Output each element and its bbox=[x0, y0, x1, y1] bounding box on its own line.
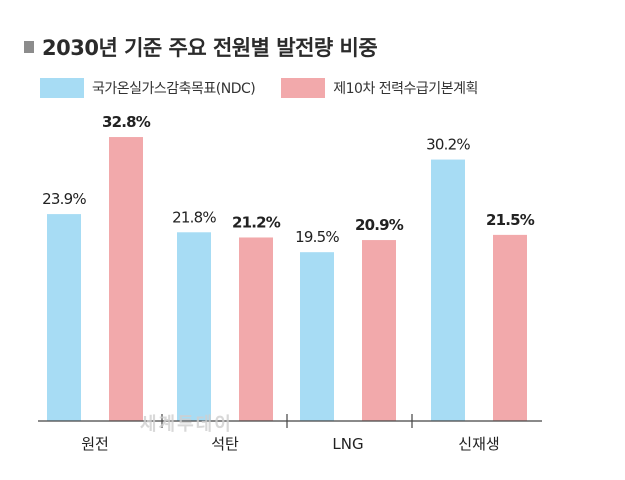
data-label-plan10-0: 32.8% bbox=[102, 113, 151, 131]
x-tick-label-1: 석탄 bbox=[211, 435, 239, 453]
watermark: 세계투데이 bbox=[140, 414, 233, 435]
bar-ndc-2 bbox=[300, 252, 334, 421]
data-label-ndc-1: 21.8% bbox=[172, 208, 216, 226]
title-marker bbox=[24, 41, 34, 53]
bar-plan10-3 bbox=[493, 234, 527, 421]
chart-title: 2030년 기준 주요 전원별 발전량 비중 bbox=[24, 32, 378, 62]
x-tick-label-3: 신재생 bbox=[458, 435, 499, 453]
legend-label-plan10: 제10차 전력수급기본계획 bbox=[333, 81, 478, 97]
data-label-ndc-2: 19.5% bbox=[295, 228, 339, 246]
data-label-ndc-3: 30.2% bbox=[426, 136, 470, 154]
chart-title-text: 2030년 기준 주요 전원별 발전량 비중 bbox=[42, 36, 378, 60]
bar-plan10-0 bbox=[109, 137, 143, 421]
bar-ndc-0 bbox=[47, 214, 81, 421]
data-label-ndc-0: 23.9% bbox=[42, 190, 86, 208]
legend-swatch-plan10 bbox=[281, 78, 326, 98]
bar-ndc-3 bbox=[431, 159, 465, 421]
data-label-plan10-3: 21.5% bbox=[486, 211, 535, 229]
x-tick-label-2: LNG bbox=[332, 435, 363, 453]
bar-plan10-1 bbox=[239, 237, 273, 421]
bar-ndc-1 bbox=[177, 232, 211, 421]
legend-label-ndc: 국가온실가스감축목표(NDC) bbox=[92, 81, 256, 97]
x-tick-label-0: 원전 bbox=[81, 435, 109, 453]
legend: 국가온실가스감축목표(NDC) 제10차 전력수급기본계획 bbox=[40, 78, 504, 98]
data-label-plan10-1: 21.2% bbox=[232, 213, 281, 231]
bar-plan10-2 bbox=[362, 240, 396, 421]
data-label-plan10-2: 20.9% bbox=[355, 216, 404, 234]
legend-item-plan10: 제10차 전력수급기본계획 bbox=[281, 78, 478, 98]
legend-item-ndc: 국가온실가스감축목표(NDC) bbox=[40, 78, 256, 98]
legend-swatch-ndc bbox=[40, 78, 84, 98]
